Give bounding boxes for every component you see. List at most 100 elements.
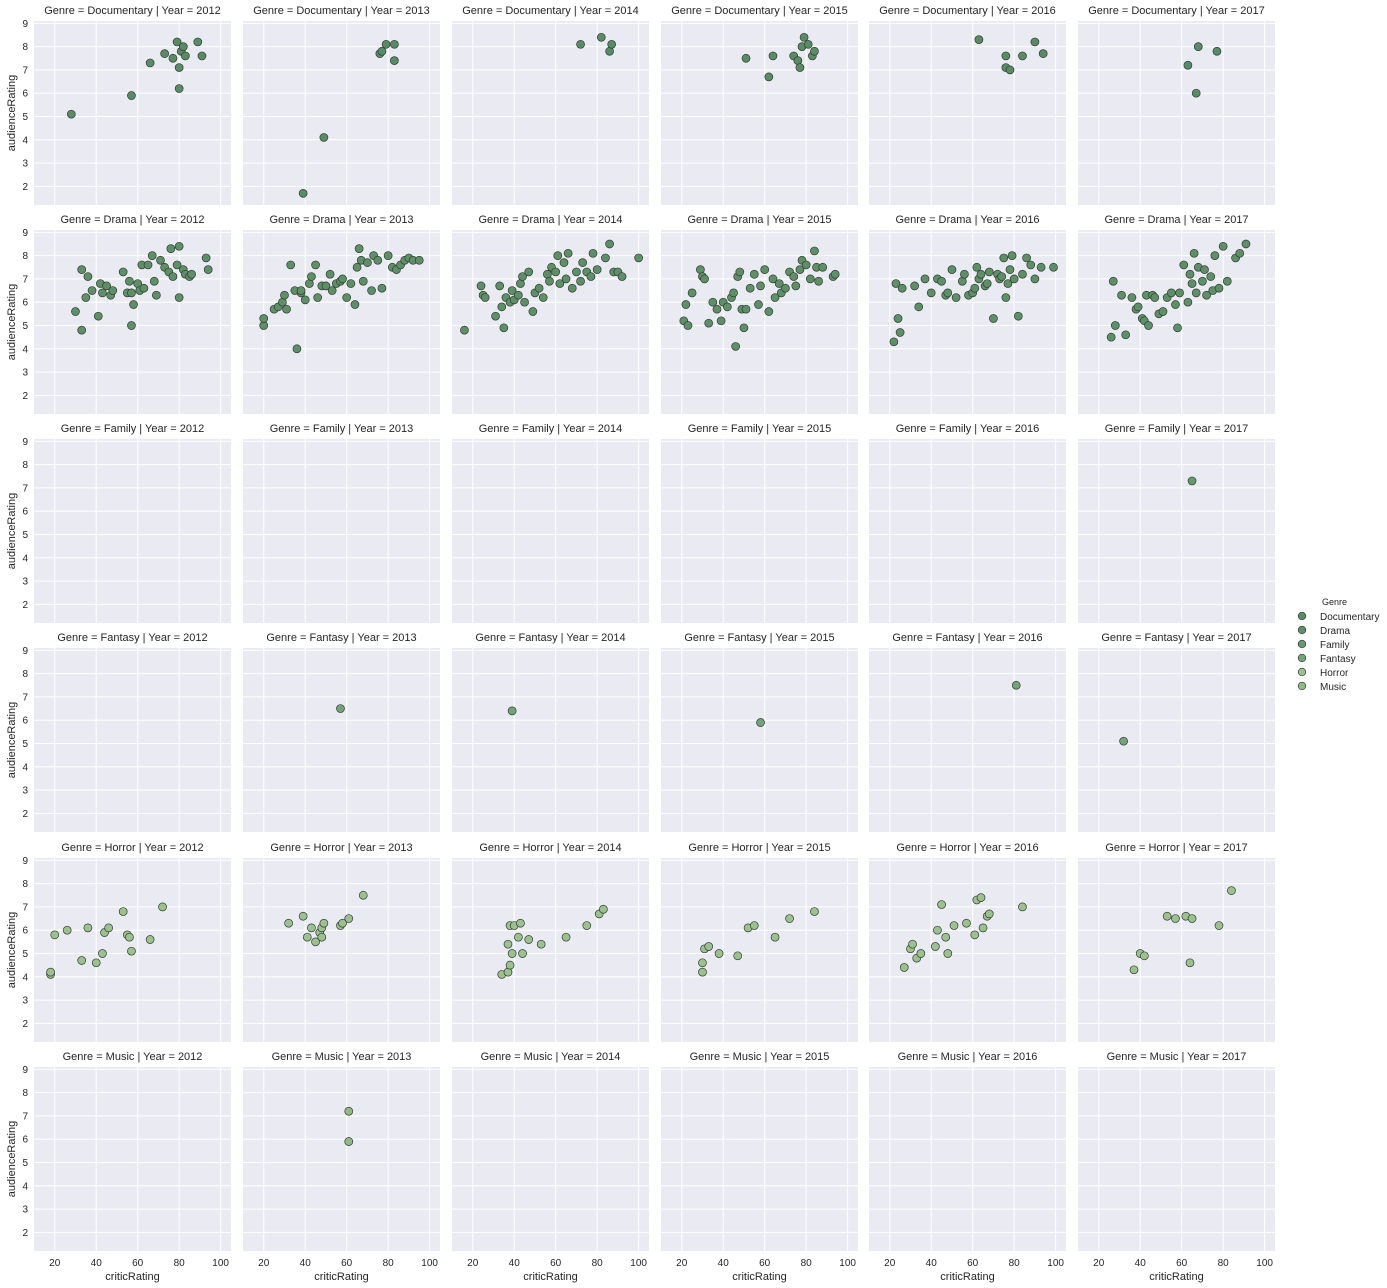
x-tick-label: 100 [421, 1258, 438, 1269]
data-point [791, 281, 801, 291]
data-point [976, 269, 986, 279]
data-point [1106, 332, 1116, 342]
data-point [561, 274, 571, 284]
facet-panel: Genre = Documentary | Year = 2015 [661, 5, 858, 205]
data-point [567, 283, 577, 293]
data-point [1214, 921, 1224, 930]
data-point [634, 253, 643, 263]
data-point [1191, 88, 1201, 98]
facet-title: Genre = Music | Year = 2012 [63, 1051, 203, 1063]
data-point [71, 307, 80, 316]
data-point [66, 109, 76, 119]
data-point [280, 290, 289, 300]
data-point [731, 342, 741, 351]
data-point [729, 288, 738, 298]
facet-title: Genre = Family | Year = 2016 [896, 423, 1040, 435]
data-point [785, 914, 794, 923]
data-point [160, 49, 169, 58]
data-point [768, 51, 778, 61]
x-tick-label: 100 [1047, 1258, 1064, 1269]
data-point [296, 286, 306, 295]
legend-marker [1297, 667, 1307, 677]
panel-background [869, 648, 1066, 832]
data-point [1202, 290, 1211, 300]
data-point [582, 921, 592, 930]
data-point [1235, 248, 1245, 258]
data-point [683, 321, 693, 330]
data-point [1011, 680, 1021, 690]
x-tick-label: 40 [1135, 1258, 1147, 1269]
data-point [311, 260, 320, 270]
data-point [1018, 269, 1027, 279]
data-point [338, 274, 347, 284]
facet-title: Genre = Drama | Year = 2017 [1104, 214, 1248, 226]
data-point [178, 42, 188, 51]
data-point [803, 39, 813, 49]
data-point [559, 258, 569, 267]
facet-title: Genre = Horror | Year = 2014 [479, 842, 621, 854]
data-point [1206, 272, 1216, 281]
data-point [1001, 293, 1011, 302]
y-axis-label: audienceRating [6, 493, 18, 569]
data-point [300, 295, 310, 305]
data-point [313, 293, 323, 302]
data-point [1001, 51, 1011, 61]
panel-background [452, 230, 649, 414]
y-axis-label: audienceRating [6, 1121, 18, 1197]
data-point [390, 39, 399, 49]
data-point [1036, 262, 1046, 272]
legend: Genre Documentary Drama Family Fantasy Horro… [1297, 597, 1379, 693]
data-point [978, 923, 988, 933]
facet-title: Genre = Music | Year = 2013 [272, 1051, 412, 1063]
data-point [377, 46, 387, 56]
data-point [344, 914, 354, 923]
facet-panel: Genre = Music | Year = 2016 20 40 60 80 100 cr… [869, 1051, 1066, 1283]
data-point [572, 267, 581, 277]
panel-background [243, 648, 440, 832]
data-point [553, 251, 563, 260]
facet-panel: Genre = Music | Year = 2015 20 40 60 80 100 cr… [661, 1051, 858, 1283]
data-point [168, 272, 178, 281]
data-point [174, 241, 184, 251]
facet-panel: Genre = Documentary | Year = 2013 [243, 5, 440, 205]
y-tick-label: 5 [22, 1158, 28, 1169]
data-point [712, 304, 722, 314]
data-point [319, 133, 329, 142]
facet-panel: Genre = Horror | Year = 2016 [869, 842, 1066, 1042]
data-point [507, 286, 517, 295]
data-point [1187, 914, 1197, 923]
data-point [974, 35, 984, 44]
y-tick-label: 4 [22, 344, 28, 355]
data-point [687, 288, 697, 298]
data-point [77, 956, 87, 965]
facet-panel: Genre = Family | Year = 2015 [661, 423, 858, 623]
y-tick-label: 4 [22, 762, 28, 773]
x-axis-label: criticRating [105, 1271, 159, 1283]
facet-panel: Genre = Horror | Year = 2017 [1078, 842, 1275, 1042]
data-point [960, 269, 969, 279]
data-point [1158, 307, 1168, 316]
legend-marker [1297, 681, 1307, 691]
data-point [1171, 300, 1180, 309]
data-point [768, 274, 778, 284]
data-point [476, 281, 486, 291]
data-point [197, 51, 207, 61]
data-point [1005, 265, 1015, 274]
data-point [346, 279, 356, 288]
data-point [545, 276, 554, 286]
data-point [933, 925, 942, 935]
data-point [46, 967, 55, 977]
data-point [999, 253, 1009, 263]
data-point [282, 304, 291, 314]
data-point [1218, 241, 1228, 251]
data-point [166, 244, 176, 253]
x-tick-label: 20 [49, 1258, 61, 1269]
facet-title: Genre = Documentary | Year = 2012 [44, 5, 221, 17]
data-point [98, 288, 107, 298]
data-point [311, 937, 320, 947]
y-axis-label: audienceRating [6, 912, 18, 988]
data-point [358, 890, 368, 900]
data-point [949, 921, 959, 930]
data-point [1241, 239, 1251, 249]
x-axis-label: criticRating [523, 1271, 577, 1283]
